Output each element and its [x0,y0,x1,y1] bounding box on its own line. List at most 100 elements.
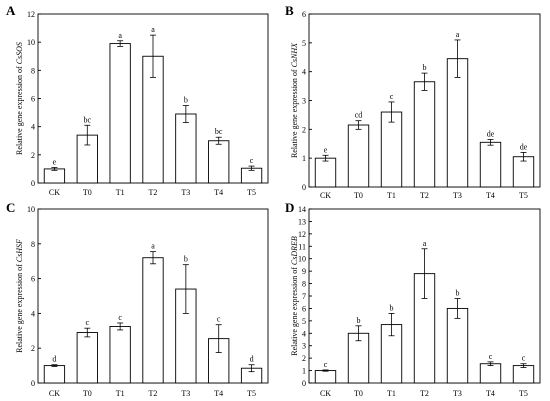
x-tick-label: T3 [181,389,190,398]
x-tick-label: T1 [387,389,396,398]
x-tick-label: T2 [149,389,158,398]
bar-t1 [380,111,403,188]
y-axis-label: Relative gene expression of CsNHX [290,42,299,158]
panel-label: C [6,200,15,215]
significance-label: a [423,239,427,248]
y-tick-label: 0 [31,179,35,188]
x-tick-label: T3 [453,389,462,398]
y-axis-label-gene: CsNHX [290,42,299,68]
significance-label: a [151,242,155,251]
bar-t4 [479,363,502,384]
x-tick-label: T2 [149,188,158,197]
y-tick-label: 0 [31,379,35,388]
bar-t2 [142,257,164,384]
significance-label: a [118,31,122,40]
significance-label: c [250,156,254,165]
y-tick-label: 1 [302,154,306,163]
bar-ck [43,168,66,184]
x-tick-label: T1 [116,188,125,197]
y-tick-label: 11 [298,242,306,251]
x-tick-label: T1 [387,191,396,200]
significance-label: b [390,303,394,312]
y-tick-label: 4 [302,329,306,338]
y-tick-label: 0 [302,379,306,388]
bar-t0 [76,332,98,384]
significance-label: c [324,360,328,369]
significance-label: bc [84,115,92,124]
y-tick-label: 3 [302,342,306,351]
y-tick-label: 6 [302,304,306,313]
significance-label: b [184,255,188,264]
significance-label: a [456,30,460,39]
y-tick-label: 6 [31,95,35,104]
y-tick-label: 2 [302,354,306,363]
x-tick-label: CK [49,188,60,197]
significance-label: c [86,318,90,327]
significance-label: a [151,25,155,34]
y-tick-label: 8 [31,240,35,249]
y-tick-label: 12 [298,230,306,239]
x-tick-label: CK [320,191,331,200]
y-tick-label: 5 [302,317,306,326]
significance-label: b [456,288,460,297]
significance-label: c [118,313,122,322]
bar-t5 [512,365,535,384]
y-tick-label: 12 [27,10,35,19]
y-tick-label: 13 [298,217,306,226]
y-tick-label: 10 [27,205,35,214]
x-tick-label: T0 [83,188,92,197]
bar-t3 [446,307,469,384]
y-axis-label-gene: CsHSF [15,239,24,262]
y-tick-label: 8 [302,280,306,289]
chart-panel-a: A 0 2 4 6 8 10 12 Relative gene expression of Cs… [6,3,269,197]
bar-t4 [208,140,230,184]
x-tick-label: T4 [214,188,223,197]
significance-label: c [489,352,493,361]
y-axis-label-prefix: Relative gene expression of [15,64,24,155]
y-tick-label: 14 [298,205,306,214]
y-axis-label-gene: CsDREB [290,236,299,265]
y-tick-label: 4 [31,309,35,318]
y-tick-label: 2 [31,151,35,160]
y-axis-label-prefix: Relative gene expression of [290,67,299,158]
x-tick-label: T3 [181,188,190,197]
x-tick-label: T3 [453,191,462,200]
bar-t2 [413,81,436,188]
x-tick-label: T4 [486,191,495,200]
significance-label: bc [215,127,223,136]
y-tick-label: 8 [31,66,35,75]
y-axis-label: Relative gene expression of CsDREB [290,236,299,356]
y-tick-label: 10 [298,255,306,264]
significance-label: d [250,355,254,364]
significance-label: e [53,158,57,167]
y-tick-label: 0 [302,183,306,192]
x-tick-label: T4 [214,389,223,398]
chart-panel-b: B 0 1 2 3 4 5 6 Relative gene expression of CsNH… [285,3,541,200]
bar-t1 [109,43,131,184]
bar-t3 [446,58,469,188]
significance-label: d [52,355,56,364]
y-tick-label: 5 [302,39,306,48]
significance-label: de [487,129,495,138]
significance-label: cd [355,111,363,120]
y-tick-label: 4 [302,68,306,77]
y-tick-label: 3 [302,97,306,106]
y-tick-label: 2 [302,125,306,134]
significance-label: b [184,96,188,105]
significance-label: c [522,354,526,363]
chart-panel-c: C 0 2 4 6 8 10 Relative gene expression of CsHS… [6,200,269,398]
x-tick-label: T0 [354,389,363,398]
bar-ck [43,365,66,384]
panel-label: D [285,200,294,215]
y-axis-label-prefix: Relative gene expression of [15,262,24,353]
bar-ck [314,157,337,188]
significance-label: c [217,315,221,324]
bar-t0 [347,124,370,188]
x-tick-label: T5 [519,191,528,200]
y-axis-label-prefix: Relative gene expression of [290,265,299,356]
significance-label: b [357,316,361,325]
x-tick-label: T4 [486,389,495,398]
significance-label: b [423,63,427,72]
significance-label: c [390,92,394,101]
